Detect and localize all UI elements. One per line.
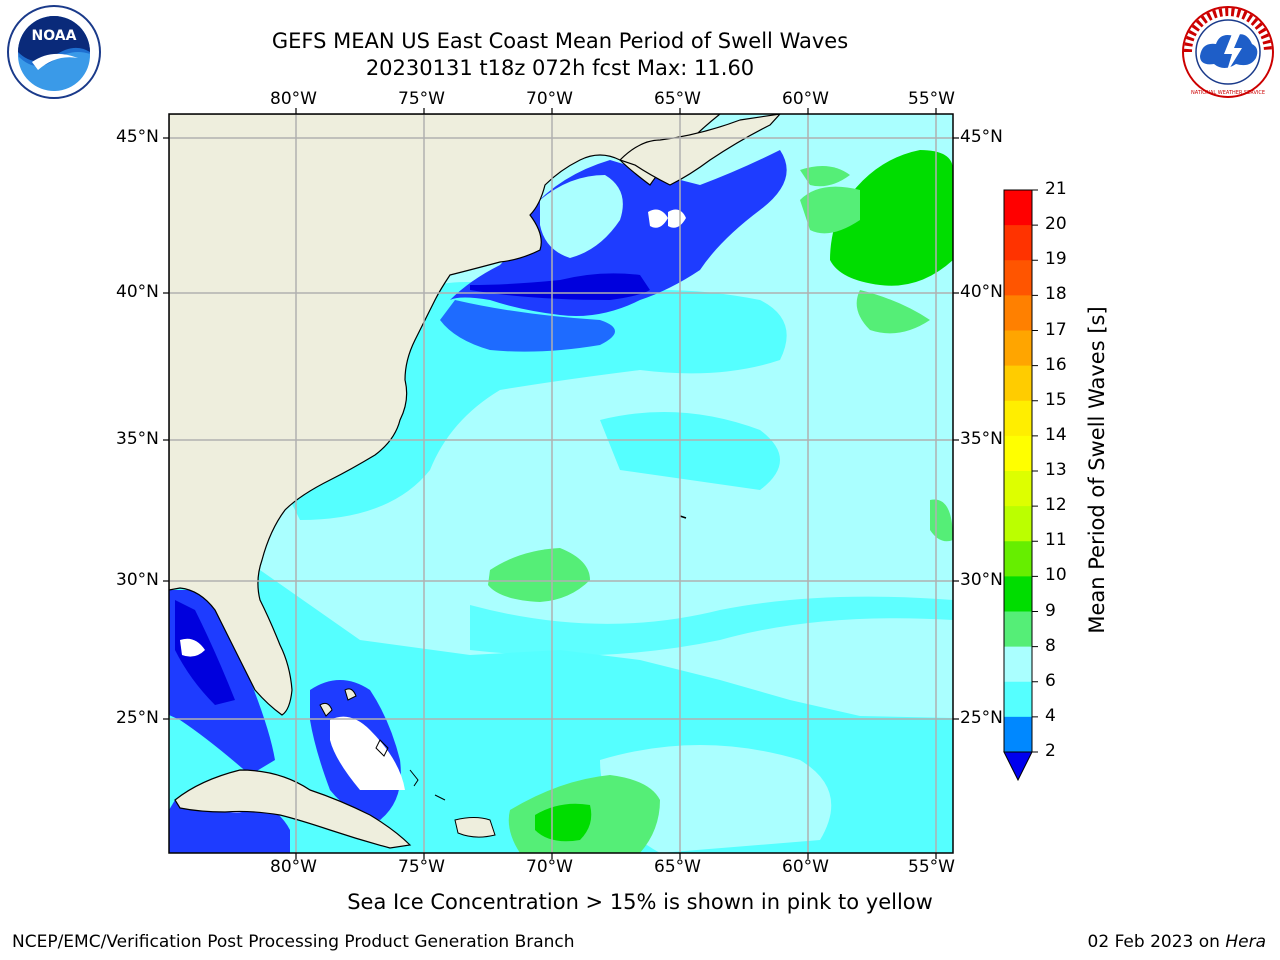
swell-contour-blue-gulf — [450, 150, 787, 316]
colorbar-tick-label: 17 — [1045, 319, 1067, 340]
lat-label-left-35n: 35°N — [116, 429, 159, 449]
colorbar-segment — [1004, 471, 1032, 507]
lat-label-left-40n: 40°N — [116, 282, 159, 302]
colorbar-tick-label: 18 — [1045, 284, 1067, 305]
land-cuba — [174, 769, 412, 849]
colorbar-tick-label: 19 — [1045, 249, 1067, 270]
colorbar-tick-label: 20 — [1045, 214, 1067, 235]
colorbar-segment — [1004, 365, 1032, 402]
colorbar-segment — [1004, 330, 1032, 367]
colorbar-tick-label: 14 — [1045, 424, 1067, 445]
land-nova-scotia — [618, 114, 781, 186]
lon-label-bottom-55w: 55°W — [908, 857, 955, 877]
lat-label-right-45n: 45°N — [960, 127, 1003, 147]
colorbar-tick-label: 10 — [1045, 565, 1067, 586]
swell-contour-green-ne — [830, 150, 953, 286]
lat-label-right-25n: 25°N — [960, 708, 1003, 728]
lon-label-top-60w: 60°W — [782, 89, 829, 109]
colorbar-segment — [1004, 435, 1032, 472]
colorbar-segment — [1004, 646, 1032, 683]
colorbar-segment — [1004, 716, 1032, 752]
lon-label-bottom-60w: 60°W — [782, 857, 829, 877]
colorbar-tick-label: 12 — [1045, 495, 1067, 516]
swell-contour-green-center — [488, 548, 590, 602]
colorbar-tick-label: 13 — [1045, 460, 1067, 480]
map-frame — [168, 113, 954, 854]
colorbar-tick-label: 9 — [1045, 600, 1056, 621]
lon-label-top-75w: 75°W — [398, 89, 445, 109]
lon-label-top-55w: 55°W — [908, 89, 955, 109]
lat-label-left-45n: 45°N — [116, 127, 159, 147]
lon-label-bottom-70w: 70°W — [526, 857, 573, 877]
colorbar-segment — [1004, 190, 1032, 226]
map-gridlines — [169, 114, 953, 853]
land-us-east-coast — [169, 114, 721, 716]
colorbar-tick-label: 16 — [1045, 354, 1067, 375]
colorbar-segment — [1004, 576, 1032, 612]
colorbar-under-arrow — [1003, 751, 1033, 782]
colorbar-segment — [1004, 295, 1032, 331]
noaa-logo: NOAA — [7, 5, 101, 99]
colorbar-segment — [1004, 506, 1032, 542]
lon-label-top-70w: 70°W — [526, 89, 573, 109]
chart-subtitle: 20230131 t18z 072h fcst Max: 11.60 — [365, 56, 755, 80]
lat-label-right-35n: 35°N — [960, 429, 1003, 449]
lat-label-left-30n: 30°N — [116, 570, 159, 590]
lat-label-left-25n: 25°N — [116, 708, 159, 728]
colorbar-segment — [1004, 260, 1032, 296]
footer-organization: NCEP/EMC/Verification Post Processing Pr… — [12, 932, 575, 952]
chart-title: GEFS MEAN US East Coast Mean Period of S… — [271, 29, 849, 53]
nws-logo-text: NATIONAL WEATHER SERVICE — [1191, 90, 1265, 96]
colorbar-tick-label: 21 — [1045, 179, 1067, 199]
colorbar-tick-label: 11 — [1045, 530, 1067, 551]
footer-date-text: 02 Feb 2023 on — [1087, 932, 1226, 952]
lat-label-right-30n: 30°N — [960, 570, 1003, 590]
colorbar-segment — [1004, 611, 1032, 648]
colorbar-tick-label: 2 — [1045, 741, 1056, 761]
lon-label-top-65w: 65°W — [654, 89, 701, 109]
lon-label-bottom-65w: 65°W — [654, 857, 701, 877]
colorbar-tick-label: 15 — [1045, 389, 1067, 410]
colorbar-title: Mean Period of Swell Waves [s] — [1085, 306, 1109, 634]
sea-ice-caption: Sea Ice Concentration > 15% is shown in … — [347, 890, 933, 914]
colorbar-segment — [1004, 541, 1032, 577]
colorbar — [1003, 189, 1038, 782]
nws-logo: NATIONAL WEATHER SERVICE — [1182, 6, 1274, 98]
noaa-logo-text: NOAA — [32, 28, 77, 44]
lat-label-right-40n: 40°N — [960, 282, 1003, 302]
colorbar-segment — [1004, 400, 1032, 437]
colorbar-segment — [1004, 225, 1032, 261]
colorbar-tick-label: 6 — [1045, 670, 1056, 691]
lon-label-bottom-75w: 75°W — [398, 857, 445, 877]
colorbar-tick-label: 4 — [1045, 705, 1056, 726]
footer-host: Hera — [1225, 932, 1266, 952]
footer-date: 02 Feb 2023 on Hera — [1088, 932, 1266, 952]
colorbar-tick-label: 8 — [1045, 635, 1056, 656]
lon-label-top-80w: 80°W — [270, 89, 317, 109]
colorbar-segment — [1004, 681, 1032, 718]
lon-label-bottom-80w: 80°W — [270, 857, 317, 877]
